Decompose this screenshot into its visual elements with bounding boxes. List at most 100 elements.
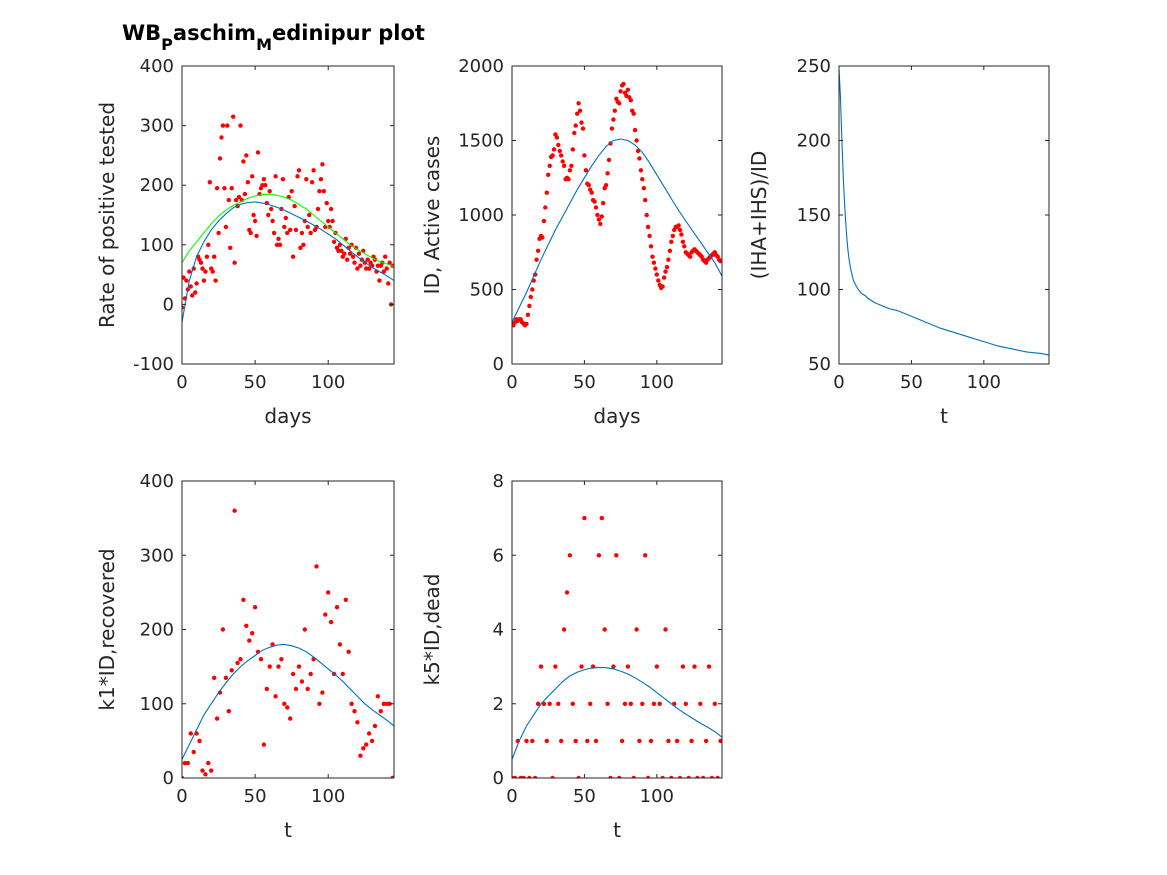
data-point: [342, 251, 347, 256]
data-point: [538, 664, 544, 669]
data-point: [718, 738, 722, 744]
data-point: [634, 627, 639, 632]
plot-area: [839, 68, 1049, 356]
x-axis-label: days: [593, 404, 640, 428]
data-point: [288, 716, 293, 721]
data-point: [579, 664, 584, 669]
data-point: [317, 701, 322, 706]
x-tick-label: 50: [244, 372, 267, 393]
y-tick-label: 100: [797, 280, 831, 301]
data-point: [248, 230, 253, 236]
data-point: [573, 123, 578, 128]
data-point: [350, 254, 356, 259]
data-point: [204, 254, 210, 259]
data-point: [302, 627, 307, 632]
data-point: [535, 248, 541, 253]
data-point: [293, 686, 299, 692]
data-point: [530, 738, 535, 744]
data-point: [619, 738, 625, 744]
data-point: [255, 150, 261, 155]
x-tick-label: 100: [967, 372, 1001, 393]
data-point: [356, 251, 362, 256]
x-tick-label: 50: [244, 786, 267, 807]
data-point: [617, 101, 622, 106]
series-line-3: [182, 193, 394, 267]
data-point: [307, 212, 312, 218]
data-point: [550, 775, 555, 778]
data-point: [654, 272, 659, 277]
data-point: [680, 239, 686, 244]
data-point: [561, 163, 567, 168]
data-point: [603, 183, 609, 188]
data-point: [317, 189, 322, 194]
data-point: [352, 260, 357, 265]
data-point: [315, 206, 321, 212]
data-point: [579, 120, 584, 125]
data-point: [261, 177, 267, 182]
y-tick-label: 300: [140, 116, 174, 137]
data-point: [715, 775, 720, 778]
data-point: [279, 657, 284, 662]
data-point: [364, 742, 369, 747]
data-point: [682, 244, 687, 249]
y-tick-label: 150: [797, 205, 831, 226]
data-point: [328, 619, 334, 625]
data-point: [569, 163, 574, 168]
data-point: [334, 605, 340, 610]
data-point: [557, 148, 562, 154]
data-point: [669, 775, 674, 778]
data-point: [648, 738, 654, 744]
data-point: [645, 775, 651, 778]
data-point: [184, 278, 189, 283]
data-point: [667, 248, 673, 253]
data-point: [606, 157, 612, 163]
data-point: [586, 183, 591, 188]
data-point: [556, 701, 561, 706]
x-tick-label: 100: [640, 372, 674, 393]
data-point: [660, 775, 665, 778]
data-point: [527, 775, 532, 778]
data-point: [544, 738, 549, 744]
y-tick-label: 0: [493, 354, 504, 375]
data-point: [292, 203, 297, 209]
x-tick-label: 0: [506, 372, 517, 393]
data-point: [628, 701, 633, 706]
data-point: [349, 701, 354, 706]
data-point: [625, 87, 631, 93]
data-point: [709, 775, 715, 778]
data-point: [387, 260, 392, 265]
data-point: [305, 686, 310, 692]
data-point: [554, 135, 560, 140]
data-point: [201, 278, 207, 283]
subplot-5: 0 50 100 0 2 4 6 8 t k5*ID,dead: [420, 471, 723, 842]
data-point: [384, 266, 389, 271]
data-point: [226, 197, 231, 203]
data-point: [321, 189, 326, 194]
data-point: [304, 177, 309, 182]
data-point: [686, 775, 691, 778]
data-point: [298, 245, 303, 250]
x-tick-label: 50: [573, 372, 596, 393]
data-point: [575, 111, 580, 116]
data-point: [530, 287, 535, 292]
data-point: [252, 218, 258, 224]
data-point: [625, 664, 631, 669]
data-point: [318, 177, 324, 182]
data-point: [660, 284, 665, 289]
data-point: [701, 775, 706, 778]
series-line-1: [839, 68, 1049, 356]
data-point: [197, 738, 202, 744]
data-point: [309, 180, 315, 185]
y-tick-label: 2: [493, 694, 504, 715]
data-point: [390, 775, 394, 778]
data-point: [229, 668, 234, 673]
data-point: [643, 197, 648, 203]
data-point: [680, 664, 686, 669]
data-point: [593, 738, 599, 744]
series-line-2: [512, 138, 722, 323]
data-point: [238, 123, 243, 128]
data-point: [541, 218, 547, 224]
data-point: [267, 664, 272, 669]
data-point: [339, 248, 344, 253]
